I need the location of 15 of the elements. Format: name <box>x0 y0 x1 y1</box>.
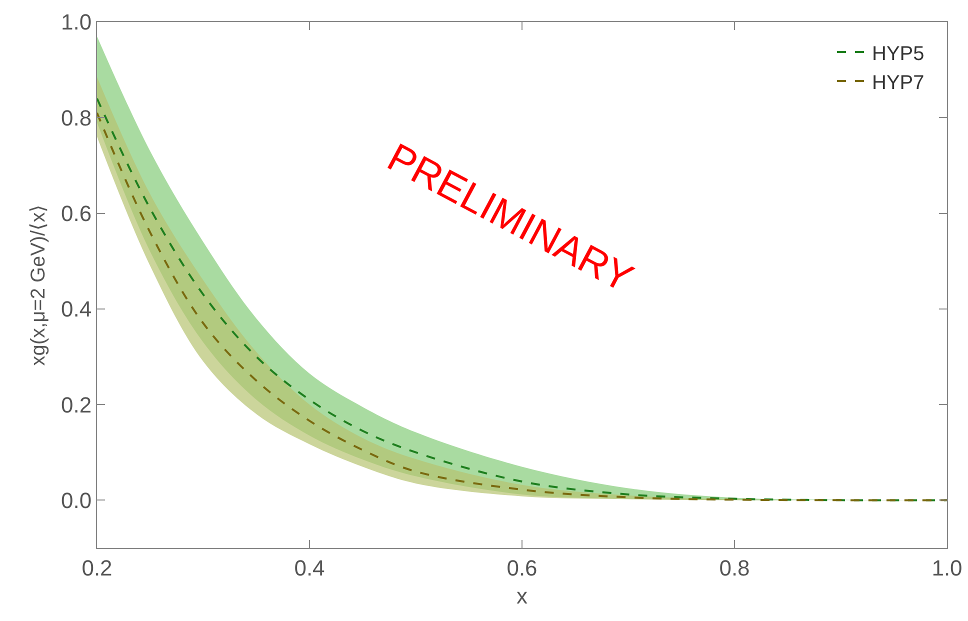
y-tick-label: 0.6 <box>61 200 92 226</box>
y-tick-label: 0.8 <box>61 105 92 130</box>
x-tick-label: 0.4 <box>294 555 325 580</box>
x-tick-label: 1.0 <box>932 555 962 580</box>
y-tick-label: 1.0 <box>61 10 92 35</box>
legend-label: HYP7 <box>872 72 924 94</box>
legend-label: HYP5 <box>872 42 924 65</box>
x-axis-title: x <box>516 583 528 608</box>
x-tick-label: 0.8 <box>719 555 750 580</box>
x-tick-label: 0.2 <box>82 555 112 580</box>
y-tick-label: 0.2 <box>61 392 92 418</box>
y-axis-title: xg(x,μ=2 GeV)/⟨x⟩ <box>28 204 50 366</box>
y-tick-label: 0.4 <box>61 296 92 322</box>
x-tick-label: 0.6 <box>506 555 538 580</box>
y-tick-label: 0.0 <box>61 488 92 513</box>
